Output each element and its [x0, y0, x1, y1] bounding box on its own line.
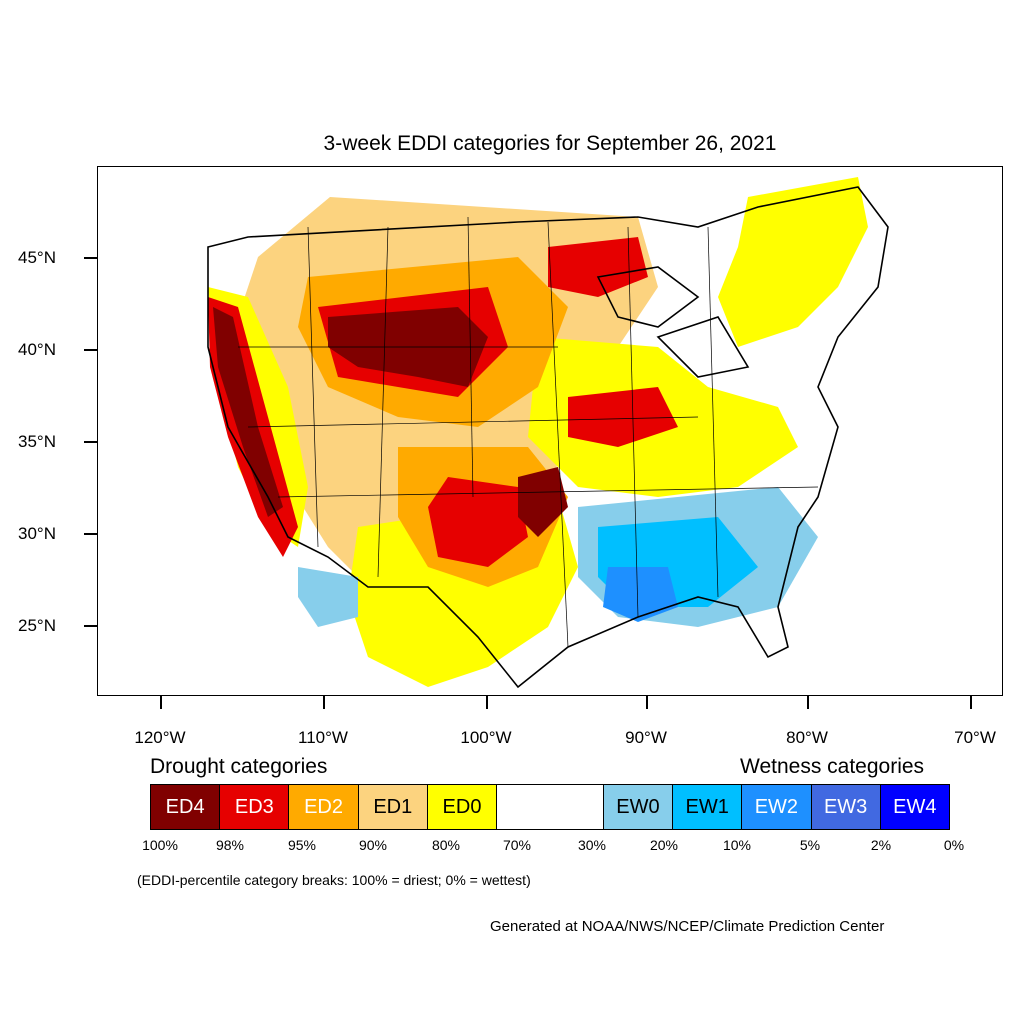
ed3-region-lakes [548, 237, 648, 297]
lat-label-40: 40°N [18, 340, 56, 359]
ew0-region-southwest [298, 567, 358, 627]
lon-label-80: 80°W [786, 728, 828, 747]
lon-tick-70 [970, 696, 972, 709]
lat-tick-40 [84, 349, 97, 351]
break-label: 100% [142, 837, 178, 853]
state-lines [238, 216, 819, 648]
break-label: 20% [649, 837, 679, 853]
break-label: 80% [431, 837, 461, 853]
ed0-region-northeast [718, 177, 868, 347]
credit-text: Generated at NOAA/NWS/NCEP/Climate Predi… [490, 918, 885, 935]
lon-tick-90 [646, 696, 648, 709]
ew2-region-gulf [603, 567, 678, 622]
lon-label-70: 70°W [954, 728, 996, 747]
lon-tick-110 [323, 696, 325, 709]
legend-ed4: ED4 [151, 785, 221, 829]
break-label: 98% [215, 837, 245, 853]
lat-label-45: 45°N [18, 248, 56, 267]
map-frame [97, 166, 1003, 696]
break-label: 0% [943, 837, 965, 853]
lon-tick-80 [807, 696, 809, 709]
lat-label-35: 35°N [18, 432, 56, 451]
boundary-layer [207, 186, 889, 689]
break-label: 70% [502, 837, 532, 853]
legend-ew2: EW2 [742, 785, 812, 829]
legend-ed0: ED0 [427, 785, 498, 829]
lat-label-25: 25°N [18, 616, 56, 635]
legend-ed2: ED2 [289, 785, 359, 829]
ed3-region-plains [428, 477, 528, 567]
legend-ew1: EW1 [673, 785, 743, 829]
drought-heading: Drought categories [150, 755, 328, 778]
lon-tick-120 [160, 696, 162, 709]
lon-label-100: 100°W [460, 728, 512, 747]
lat-tick-35 [84, 441, 97, 443]
break-label: 10% [722, 837, 752, 853]
lon-tick-100 [486, 696, 488, 709]
ed3-region-midwest [568, 387, 678, 447]
lat-tick-30 [84, 533, 97, 535]
break-label: 30% [577, 837, 607, 853]
map-title: 3-week EDDI categories for September 26,… [323, 132, 777, 155]
break-label: 2% [870, 837, 892, 853]
wetness-heading: Wetness categories [740, 755, 925, 778]
lon-label-110: 110°W [298, 728, 348, 747]
us-outline [207, 186, 889, 689]
legend-ew3: EW3 [811, 785, 881, 829]
lat-tick-45 [84, 257, 97, 259]
break-label: 5% [799, 837, 821, 853]
lon-label-90: 90°W [625, 728, 667, 747]
legend-neutral [497, 785, 604, 829]
break-label: 90% [358, 837, 388, 853]
eddi-map [207, 177, 889, 689]
lat-tick-25 [84, 625, 97, 627]
legend-ed3: ED3 [220, 785, 290, 829]
lat-label-30: 30°N [18, 524, 56, 543]
break-note: (EDDI-percentile category breaks: 100% =… [137, 872, 531, 888]
break-label: 95% [287, 837, 317, 853]
legend-ed1: ED1 [358, 785, 428, 829]
ed4-region-texas [518, 467, 568, 537]
great-lakes [596, 266, 750, 378]
ed4-region-california [213, 307, 283, 517]
legend-ew4: EW4 [880, 785, 949, 829]
legend-ew0: EW0 [603, 785, 674, 829]
category-fill-layer [208, 177, 868, 687]
legend-bar: ED4 ED3 ED2 ED1 ED0 EW0 EW1 EW2 EW3 EW4 [150, 784, 950, 830]
lon-label-120: 120°W [134, 728, 186, 747]
